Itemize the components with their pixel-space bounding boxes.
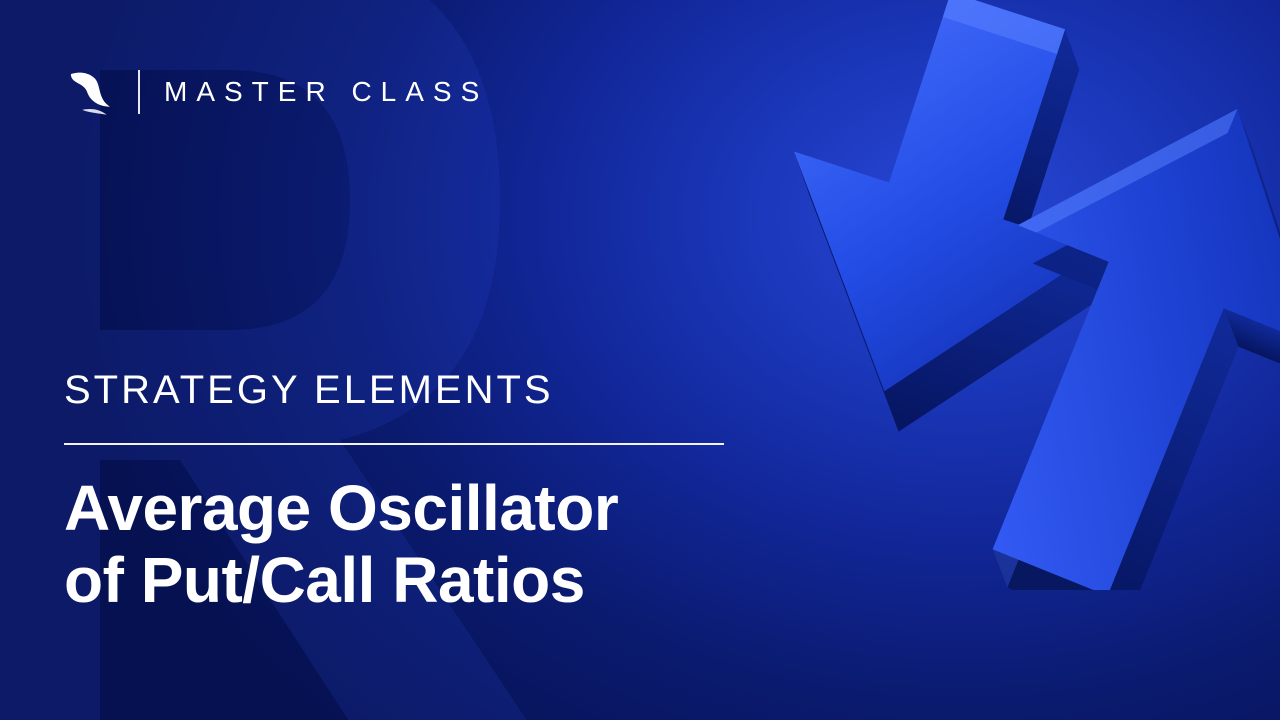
title-line-1: Average Oscillator [64, 472, 618, 544]
text-block: STRATEGY ELEMENTS Average Oscillator of … [64, 368, 964, 616]
title-text: Average Oscillator of Put/Call Ratios [64, 473, 964, 616]
masterclass-label: MASTER CLASS [164, 76, 488, 108]
title-line-2: of Put/Call Ratios [64, 544, 585, 616]
promo-card: MASTER CLASS STRATEGY ELEMENTS Average O… [0, 0, 1280, 720]
logo-icon [66, 66, 118, 118]
kicker-text: STRATEGY ELEMENTS [64, 368, 964, 413]
header: MASTER CLASS [64, 64, 488, 120]
horizontal-rule [64, 443, 724, 445]
brand-logo [64, 64, 120, 120]
header-divider [138, 70, 140, 114]
